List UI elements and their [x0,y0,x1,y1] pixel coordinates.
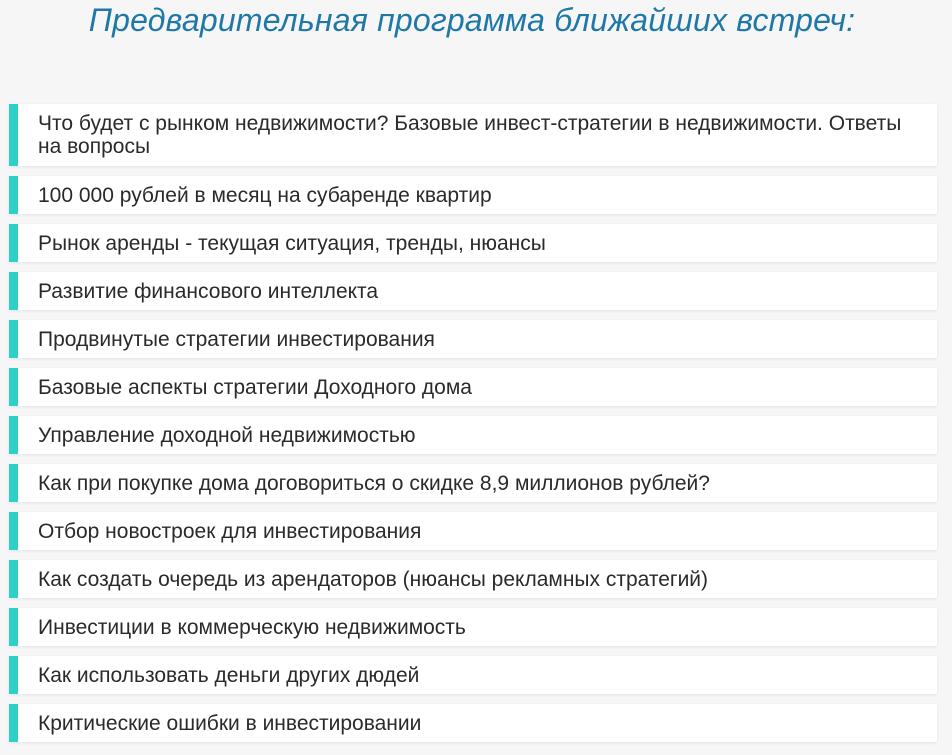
accent-bar [9,104,18,166]
accent-bar [9,704,18,742]
accent-bar [9,176,18,214]
list-item-label: Как при покупке дома договориться о скид… [38,471,710,495]
list-item-label: Управление доходной недвижимостью [38,423,416,447]
page-title: Предварительная программа ближайших встр… [88,2,856,38]
accent-bar [9,464,18,502]
list-item-label: 100 000 рублей в месяц на субаренде квар… [38,183,492,207]
list-item-label: Как использовать деньги других дюдей [38,663,420,687]
list-item-label: Базовые аспекты стратегии Доходного дома [38,375,472,399]
list-item-label: Инвестиции в коммерческую недвижимость [38,615,466,639]
list-item: Как создать очередь из арендаторов (нюан… [9,560,937,598]
list-item: Рынок аренды - текущая ситуация, тренды,… [9,224,937,262]
list-item: Инвестиции в коммерческую недвижимость [9,608,937,646]
list-item: Как при покупке дома договориться о скид… [9,464,937,502]
list-item: Как использовать деньги других дюдей [9,656,937,694]
accent-bar [9,656,18,694]
accent-bar [9,224,18,262]
accent-bar [9,272,18,310]
accent-bar [9,560,18,598]
accent-bar [9,512,18,550]
accent-bar [9,416,18,454]
list-item: Отбор новостроек для инвестирования [9,512,937,550]
list-item-label: Отбор новостроек для инвестирования [38,519,422,543]
meetings-list: Что будет с рынком недвижимости? Базовые… [9,104,937,742]
list-item: 100 000 рублей в месяц на субаренде квар… [9,176,937,214]
list-item-label: Рынок аренды - текущая ситуация, тренды,… [38,231,546,255]
list-item-label: Как создать очередь из арендаторов (нюан… [38,567,709,591]
list-item-label: Что будет с рынком недвижимости? Базовые… [38,112,902,158]
accent-bar [9,608,18,646]
list-item: Управление доходной недвижимостью [9,416,937,454]
list-item: Базовые аспекты стратегии Доходного дома [9,368,937,406]
list-item: Что будет с рынком недвижимости? Базовые… [9,104,937,166]
list-item: Продвинутые стратегии инвестирования [9,320,937,358]
accent-bar [9,320,18,358]
list-item-label: Критические ошибки в инвестировании [38,711,422,735]
list-item: Развитие финансового интеллекта [9,272,937,310]
list-item: Критические ошибки в инвестировании [9,704,937,742]
list-item-label: Продвинутые стратегии инвестирования [38,327,435,351]
accent-bar [9,368,18,406]
list-item-label: Развитие финансового интеллекта [38,279,379,303]
